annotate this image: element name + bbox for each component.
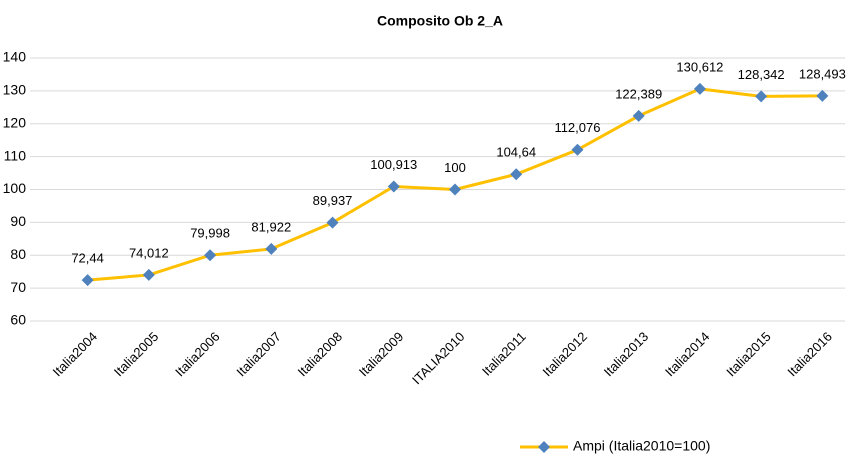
marker (326, 216, 339, 229)
marker (571, 143, 584, 156)
marker (816, 89, 829, 102)
data-label: 100,913 (370, 157, 417, 172)
data-label: 89,937 (313, 193, 353, 208)
marker (510, 168, 523, 181)
data-label: 128,342 (738, 67, 785, 82)
data-label: 130,612 (676, 59, 723, 74)
marker (755, 90, 768, 103)
y-tick-label: 70 (10, 279, 26, 295)
marker (142, 268, 155, 281)
legend-marker (538, 441, 550, 453)
marker (632, 109, 645, 122)
marker (693, 82, 706, 95)
y-tick-label: 60 (10, 312, 26, 328)
data-label: 100 (444, 160, 466, 175)
chart-title: Composito Ob 2_A (377, 13, 503, 29)
marker (387, 180, 400, 193)
y-tick-label: 100 (3, 180, 27, 196)
data-label: 79,998 (190, 226, 230, 241)
data-label: 122,389 (615, 86, 662, 101)
y-tick-label: 80 (10, 246, 26, 262)
y-tick-label: 140 (3, 49, 27, 65)
y-tick-label: 90 (10, 213, 26, 229)
y-tick-label: 120 (3, 114, 27, 130)
marker (265, 242, 278, 255)
data-label: 81,922 (251, 219, 291, 234)
y-tick-label: 130 (3, 82, 27, 98)
legend-label: Ampi (Italia2010=100) (573, 438, 710, 454)
data-label: 72,44 (71, 251, 104, 266)
data-label: 128,493 (799, 66, 846, 81)
data-label: 104,64 (496, 145, 536, 160)
marker (204, 249, 217, 262)
marker (449, 183, 461, 196)
data-label: 112,076 (554, 120, 600, 135)
y-tick-label: 110 (4, 147, 27, 163)
marker (81, 274, 94, 287)
data-label: 74,012 (129, 245, 169, 260)
